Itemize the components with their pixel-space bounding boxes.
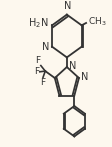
Text: N: N <box>64 1 72 11</box>
Text: N: N <box>42 42 49 52</box>
Text: F: F <box>34 67 39 76</box>
Text: CH$_3$: CH$_3$ <box>88 16 106 28</box>
Text: F: F <box>40 78 46 87</box>
Text: F: F <box>35 56 40 65</box>
Text: N: N <box>69 61 76 71</box>
Text: H$_2$N: H$_2$N <box>28 16 48 30</box>
Text: N: N <box>81 72 88 82</box>
